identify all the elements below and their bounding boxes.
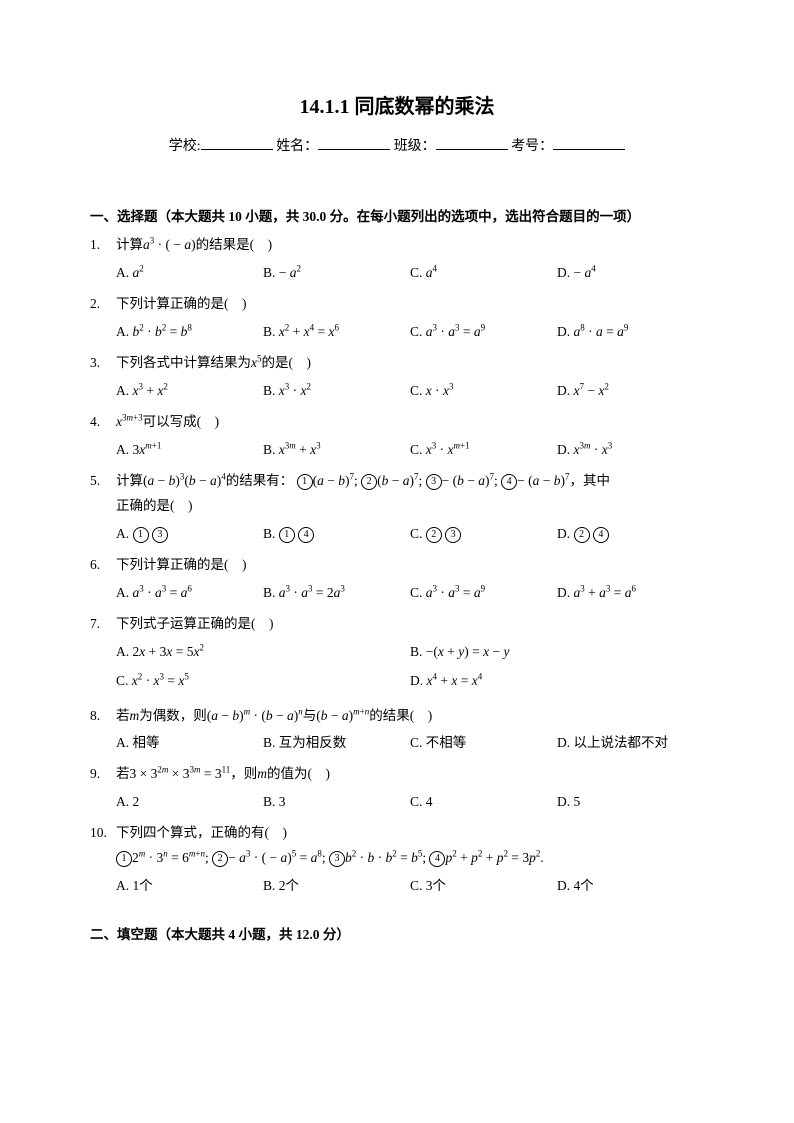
q4-opt-b: B. x3m + x3: [263, 438, 410, 463]
q4-opt-c: C. x3 · xm+1: [410, 438, 557, 463]
q10-stem: 下列四个算式，正确的有( ): [116, 821, 704, 846]
q9-stem-a: 若: [116, 766, 130, 781]
q2-opt-a: A. b2 · b2 = b8: [116, 320, 263, 345]
q3-stem-a: 下列各式中计算结果为: [116, 355, 251, 370]
q10-opt-d: D. 4个: [557, 874, 704, 899]
question-10: 10. 下列四个算式，正确的有( ) 12m · 3n = 6m+n; 2− a…: [90, 821, 704, 899]
examno-blank[interactable]: [553, 135, 625, 150]
q6-opt-a: A. a3 · a3 = a6: [116, 581, 263, 606]
q3-opt-b: B. x3 · x2: [263, 379, 410, 404]
question-4: 4. x3m+3可以写成( ) A. 3xm+1 B. x3m + x3 C. …: [90, 410, 704, 463]
q2-stem: 下列计算正确的是( ): [116, 292, 704, 317]
question-2: 2. 下列计算正确的是( ) A. b2 · b2 = b8 B. x2 + x…: [90, 292, 704, 345]
q1-opt-d: D. − a4: [557, 261, 704, 286]
q10-opt-b: B. 2个: [263, 874, 410, 899]
question-3: 3. 下列各式中计算结果为x5的是( ) A. x3 + x2 B. x3 · …: [90, 351, 704, 404]
q3-stem-b: 的是( ): [262, 355, 312, 370]
q8-opt-c: C. 不相等: [410, 731, 557, 756]
q1-stem-b: 的结果是( ): [196, 237, 273, 252]
school-blank[interactable]: [201, 135, 273, 150]
q9-opt-b: B. 3: [263, 790, 410, 815]
q2-opt-c: C. a3 · a3 = a9: [410, 320, 557, 345]
q3-opt-d: D. x7 − x2: [557, 379, 704, 404]
q5-opt-d: D. 2 4: [557, 522, 704, 547]
q8-stem-d: 的结果( ): [369, 708, 432, 723]
class-label: 班级：: [394, 139, 436, 154]
q2-opt-d: D. a8 · a = a9: [557, 320, 704, 345]
name-label: 姓名：: [276, 139, 318, 154]
q9-stem-b: ，则: [230, 766, 257, 781]
school-label: 学校:: [169, 139, 201, 154]
q9-number: 9.: [90, 762, 116, 787]
q5-stem-c: ，其中: [570, 473, 611, 488]
q8-number: 8.: [90, 704, 116, 729]
q5-stem-b: 的结果有：: [226, 473, 294, 488]
q10-opt-c: C. 3个: [410, 874, 557, 899]
q7-opt-a: A. 2x + 3x = 5x2: [116, 640, 410, 665]
q2-number: 2.: [90, 292, 116, 317]
q8-stem-c: 与: [303, 708, 317, 723]
q10-number: 10.: [90, 821, 116, 846]
q6-opt-c: C. a3 · a3 = a9: [410, 581, 557, 606]
q4-stem-b: 可以写成( ): [143, 414, 220, 429]
q8-opt-b: B. 互为相反数: [263, 731, 410, 756]
q6-stem: 下列计算正确的是( ): [116, 553, 704, 578]
q1-number: 1.: [90, 233, 116, 258]
q7-stem: 下列式子运算正确的是( ): [116, 612, 704, 637]
q4-number: 4.: [90, 410, 116, 435]
q3-opt-c: C. x · x3: [410, 379, 557, 404]
q5-stem-a: 计算: [116, 473, 143, 488]
q1-stem-a: 计算: [116, 237, 143, 252]
class-blank[interactable]: [436, 135, 508, 150]
question-6: 6. 下列计算正确的是( ) A. a3 · a3 = a6 B. a3 · a…: [90, 553, 704, 606]
student-info-line: 学校: 姓名： 班级： 考号：: [90, 135, 704, 155]
q9-opt-c: C. 4: [410, 790, 557, 815]
q5-opt-c: C. 2 3: [410, 522, 557, 547]
q1-opt-b: B. − a2: [263, 261, 410, 286]
q9-opt-a: A. 2: [116, 790, 263, 815]
section-1-heading: 一、选择题（本大题共 10 小题，共 30.0 分。在每小题列出的选项中，选出符…: [90, 205, 704, 225]
q10-opt-a: A. 1个: [116, 874, 263, 899]
q5-number: 5.: [90, 469, 116, 494]
question-5: 5. 计算(a − b)3(b − a)4的结果有： 1(a − b)7; 2(…: [90, 469, 704, 547]
q4-opt-a: A. 3xm+1: [116, 438, 263, 463]
q7-number: 7.: [90, 612, 116, 637]
q6-number: 6.: [90, 553, 116, 578]
q8-opt-a: A. 相等: [116, 731, 263, 756]
q5-stem-d: 正确的是( ): [116, 498, 193, 513]
q9-stem-c: 的值为( ): [267, 766, 330, 781]
examno-label: 考号：: [511, 139, 553, 154]
question-8: 8. 若m为偶数，则(a − b)m · (b − a)n与(b − a)m+n…: [90, 704, 704, 757]
q5-opt-a: A. 1 3: [116, 522, 263, 547]
question-7: 7. 下列式子运算正确的是( ) A. 2x + 3x = 5x2 B. −(x…: [90, 612, 704, 698]
question-9: 9. 若3 × 32m × 33m = 311，则m的值为( ) A. 2 B.…: [90, 762, 704, 815]
q1-opt-c: C. a4: [410, 261, 557, 286]
q10-sub: 12m · 3n = 6m+n; 2− a3 · ( − a)5 = a8; 3…: [90, 846, 704, 871]
name-blank[interactable]: [318, 135, 390, 150]
question-1: 1. 计算a3 · ( − a)的结果是( ) A. a2 B. − a2 C.…: [90, 233, 704, 286]
q7-opt-c: C. x2 · x3 = x5: [116, 669, 410, 694]
q2-opt-b: B. x2 + x4 = x6: [263, 320, 410, 345]
q7-opt-b: B. −(x + y) = x − y: [410, 640, 704, 665]
q8-stem-a: 若: [116, 708, 130, 723]
q3-number: 3.: [90, 351, 116, 376]
q6-opt-d: D. a3 + a3 = a6: [557, 581, 704, 606]
q6-opt-b: B. a3 · a3 = 2a3: [263, 581, 410, 606]
page-title: 14.1.1 同底数幂的乘法: [90, 90, 704, 119]
section-2-heading: 二、填空题（本大题共 4 小题，共 12.0 分）: [90, 923, 704, 943]
q5-opt-b: B. 1 4: [263, 522, 410, 547]
q1-opt-a: A. a2: [116, 261, 263, 286]
q9-opt-d: D. 5: [557, 790, 704, 815]
q8-opt-d: D. 以上说法都不对: [557, 731, 704, 756]
q3-opt-a: A. x3 + x2: [116, 379, 263, 404]
q8-stem-b: 为偶数，则: [139, 708, 207, 723]
q4-opt-d: D. x3m · x3: [557, 438, 704, 463]
q7-opt-d: D. x4 + x = x4: [410, 669, 704, 694]
